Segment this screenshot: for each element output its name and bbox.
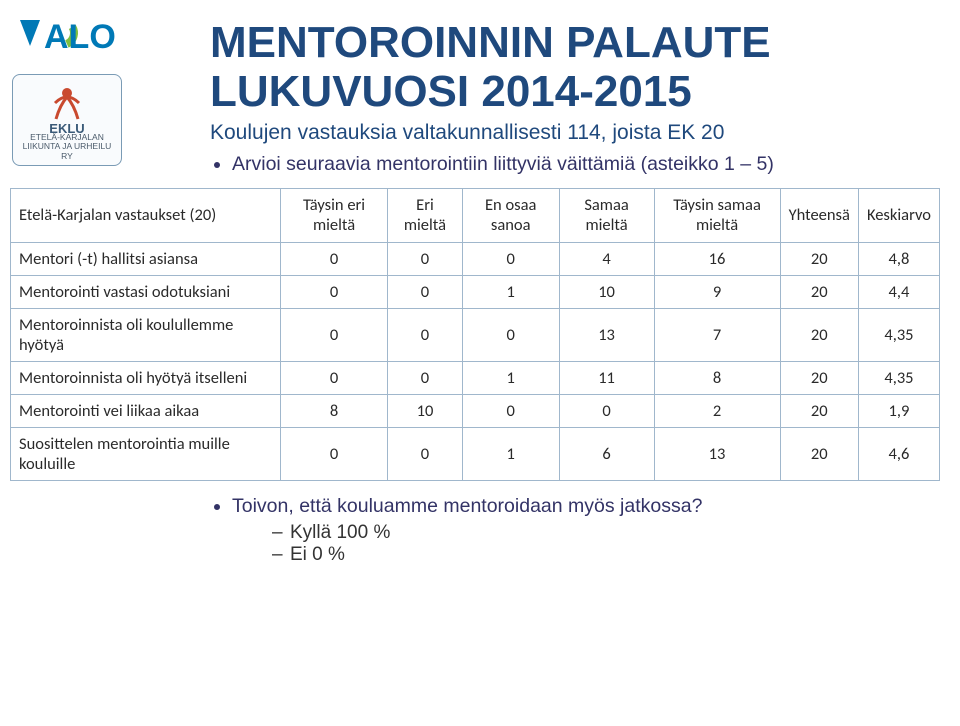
col-header-5: Täysin samaa mieltä — [654, 188, 780, 242]
cell: 0 — [388, 427, 463, 480]
cell: 10 — [388, 394, 463, 427]
bottom-question-text: Toivon, että kouluamme mentoroidaan myös… — [232, 495, 702, 517]
cell: 0 — [559, 394, 654, 427]
col-header-3: En osaa sanoa — [462, 188, 559, 242]
results-table: Etelä-Karjalan vastaukset (20) Täysin er… — [10, 188, 940, 481]
col-header-6: Yhteensä — [780, 188, 858, 242]
table-header-row: Etelä-Karjalan vastaukset (20) Täysin er… — [11, 188, 940, 242]
cell: 0 — [462, 242, 559, 275]
cell: 13 — [654, 427, 780, 480]
cell: 0 — [462, 308, 559, 361]
answer-yes: Kyllä 100 % — [272, 522, 960, 544]
cell: 20 — [780, 308, 858, 361]
cell: 4,35 — [858, 308, 939, 361]
cell: 4 — [559, 242, 654, 275]
cell: 0 — [388, 275, 463, 308]
cell: 1 — [462, 275, 559, 308]
cell: 20 — [780, 361, 858, 394]
cell: 0 — [462, 394, 559, 427]
col-header-label: Etelä-Karjalan vastaukset (20) — [11, 188, 281, 242]
cell: 4,4 — [858, 275, 939, 308]
table-row: Mentorointi vastasi odotuksiani001109204… — [11, 275, 940, 308]
svg-text:ALO: ALO — [44, 18, 116, 56]
valo-logo: ALO — [12, 8, 172, 68]
cell: 2 — [654, 394, 780, 427]
eklu-label-2: LIIKUNTA JA URHEILU RY — [23, 141, 112, 160]
bottom-question: Toivon, että kouluamme mentoroidaan myös… — [232, 495, 960, 566]
row-label: Suosittelen mentorointia muille kouluill… — [11, 427, 281, 480]
cell: 20 — [780, 427, 858, 480]
top-bullet: Arvioi seuraavia mentorointiin liittyviä… — [232, 153, 960, 176]
row-label: Mentoroinnista oli hyötyä itselleni — [11, 361, 281, 394]
col-header-7: Keskiarvo — [858, 188, 939, 242]
row-label: Mentorointi vastasi odotuksiani — [11, 275, 281, 308]
cell: 20 — [780, 275, 858, 308]
top-bullet-list: Arvioi seuraavia mentorointiin liittyviä… — [232, 153, 960, 176]
table-row: Mentoroinnista oli koulullemme hyötyä000… — [11, 308, 940, 361]
title-line-2: LUKUVUOSI 2014-2015 — [210, 67, 960, 116]
cell: 0 — [281, 275, 388, 308]
cell: 1,9 — [858, 394, 939, 427]
cell: 1 — [462, 361, 559, 394]
table-row: Mentoroinnista oli hyötyä itselleni00111… — [11, 361, 940, 394]
col-header-4: Samaa mieltä — [559, 188, 654, 242]
row-label: Mentori (-t) hallitsi asiansa — [11, 242, 281, 275]
cell: 0 — [388, 308, 463, 361]
cell: 20 — [780, 394, 858, 427]
cell: 0 — [281, 242, 388, 275]
col-header-1: Täysin eri mieltä — [281, 188, 388, 242]
cell: 4,8 — [858, 242, 939, 275]
cell: 0 — [281, 427, 388, 480]
cell: 13 — [559, 308, 654, 361]
cell: 9 — [654, 275, 780, 308]
answers-list: Kyllä 100 % Ei 0 % — [272, 522, 960, 566]
title: MENTOROINNIN PALAUTE LUKUVUOSI 2014-2015 — [210, 0, 960, 117]
cell: 8 — [654, 361, 780, 394]
row-label: Mentorointi vei liikaa aikaa — [11, 394, 281, 427]
cell: 11 — [559, 361, 654, 394]
cell: 20 — [780, 242, 858, 275]
cell: 10 — [559, 275, 654, 308]
col-header-2: Eri mieltä — [388, 188, 463, 242]
logo-area: ALO EKLU ETELÄ-KARJALAN LIIKUNTA JA URHE… — [12, 8, 172, 166]
table-row: Mentorointi vei liikaa aikaa810002201,9 — [11, 394, 940, 427]
cell: 4,6 — [858, 427, 939, 480]
table-row: Mentori (-t) hallitsi asiansa000416204,8 — [11, 242, 940, 275]
subtitle: Koulujen vastauksia valtakunnallisesti 1… — [210, 121, 960, 145]
cell: 6 — [559, 427, 654, 480]
cell: 7 — [654, 308, 780, 361]
cell: 0 — [388, 361, 463, 394]
title-line-1: MENTOROINNIN PALAUTE — [210, 18, 960, 67]
row-label: Mentoroinnista oli koulullemme hyötyä — [11, 308, 281, 361]
bottom-bullet-list: Toivon, että kouluamme mentoroidaan myös… — [232, 495, 960, 566]
cell: 4,35 — [858, 361, 939, 394]
cell: 0 — [281, 308, 388, 361]
cell: 0 — [388, 242, 463, 275]
table-row: Suosittelen mentorointia muille kouluill… — [11, 427, 940, 480]
cell: 1 — [462, 427, 559, 480]
answer-no: Ei 0 % — [272, 544, 960, 566]
eklu-logo: EKLU ETELÄ-KARJALAN LIIKUNTA JA URHEILU … — [12, 74, 122, 166]
cell: 0 — [281, 361, 388, 394]
cell: 16 — [654, 242, 780, 275]
cell: 8 — [281, 394, 388, 427]
